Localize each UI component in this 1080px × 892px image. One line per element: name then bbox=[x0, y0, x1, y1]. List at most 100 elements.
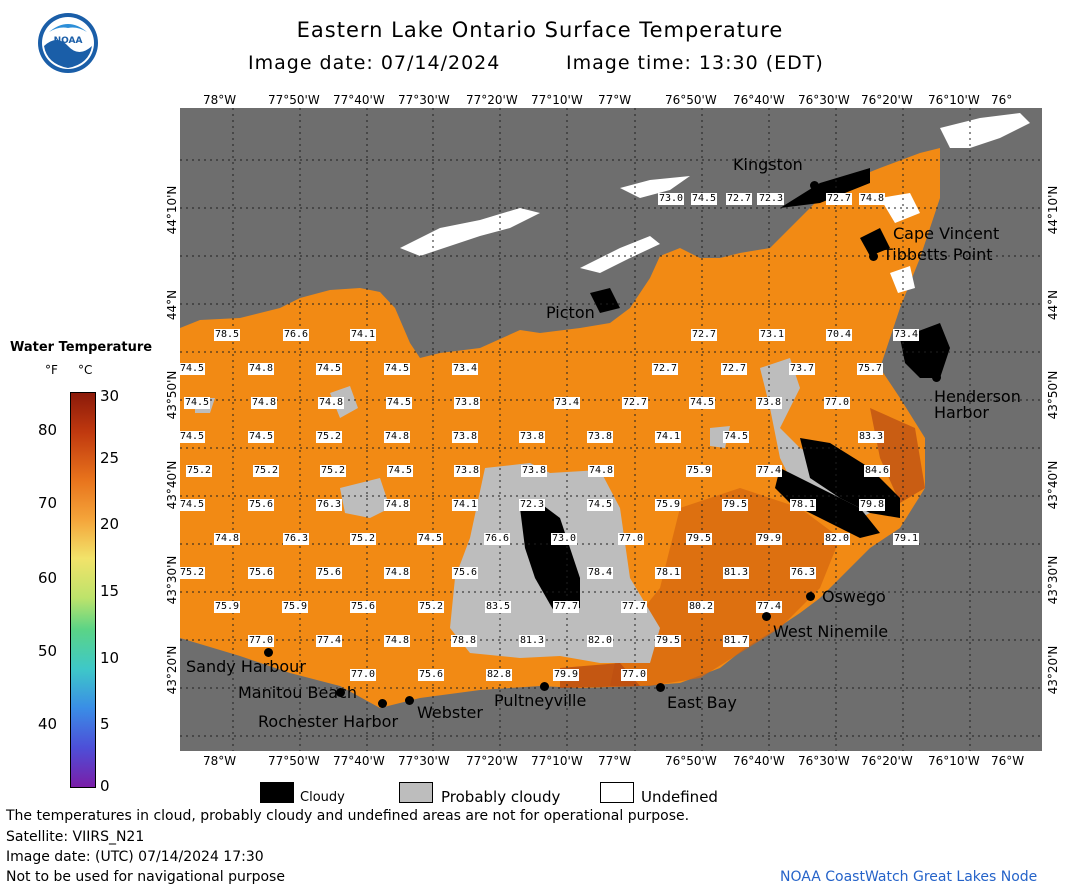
latitude-label-right: 43°50'N bbox=[1046, 370, 1060, 420]
place-manitou-beach: Manitou Beach bbox=[238, 683, 358, 702]
legend-cloudy-swatch bbox=[260, 782, 294, 803]
latitude-label-left: 43°20'N bbox=[165, 645, 179, 695]
tibbetts-point-marker bbox=[869, 252, 878, 261]
longitude-label-bottom: 76°40'W bbox=[733, 754, 785, 768]
longitude-label-bottom: 77°40'W bbox=[333, 754, 385, 768]
longitude-label-top: 76°10'W bbox=[928, 93, 980, 107]
longitude-label-bottom: 76°20'W bbox=[861, 754, 913, 768]
noaa-logo: NOAA bbox=[38, 13, 98, 73]
latitude-label-right: 43°30'N bbox=[1046, 555, 1060, 605]
longitude-label-top: 76°30'W bbox=[798, 93, 850, 107]
celsius-tick: 20 bbox=[100, 515, 120, 533]
latitude-label-right: 44°10'N bbox=[1046, 185, 1060, 235]
graticule bbox=[180, 108, 1042, 751]
place-sandy-harbour: Sandy Harbour bbox=[186, 657, 306, 676]
longitude-label-bottom: 77°50'W bbox=[268, 754, 320, 768]
sandy-harbour-marker bbox=[264, 648, 273, 657]
henderson-harbor-marker bbox=[932, 373, 941, 382]
latitude-label-left: 44°10'N bbox=[165, 185, 179, 235]
place-oswego: Oswego bbox=[822, 587, 886, 606]
navigation-warning: Not to be used for navigational purpose bbox=[6, 869, 285, 885]
latitude-label-right: 44°N bbox=[1046, 289, 1060, 321]
legend-undefined-label: Undefined bbox=[641, 788, 718, 806]
place-tibbetts-point: Tibbetts Point bbox=[883, 245, 993, 264]
map-title: Eastern Lake Ontario Surface Temperature bbox=[296, 18, 784, 42]
place-webster: Webster bbox=[417, 703, 483, 722]
disclaimer-text: The temperatures in cloud, probably clou… bbox=[6, 808, 690, 824]
webster-marker bbox=[405, 696, 414, 705]
fahrenheit-tick: 40 bbox=[38, 715, 58, 733]
longitude-label-top: 76°40'W bbox=[733, 93, 785, 107]
longitude-label-bottom: 76°50'W bbox=[665, 754, 717, 768]
image-date: Image date: 07/14/2024 bbox=[248, 52, 501, 74]
utc-date-text: Image date: (UTC) 07/14/2024 17:30 bbox=[6, 849, 264, 865]
scale-title: Water Temperature bbox=[10, 340, 153, 355]
fahrenheit-tick: 50 bbox=[38, 642, 58, 660]
longitude-label-top: 77°20'W bbox=[466, 93, 518, 107]
longitude-label-top: 76°20'W bbox=[861, 93, 913, 107]
fahrenheit-tick: 60 bbox=[38, 569, 58, 587]
cloudy-area bbox=[520, 503, 580, 613]
latitude-label-left: 43°30'N bbox=[165, 555, 179, 605]
rochester-harbor-marker bbox=[378, 699, 387, 708]
longitude-label-top: 78°W bbox=[203, 93, 237, 107]
celsius-tick: 30 bbox=[100, 387, 120, 405]
lake-temperature-map bbox=[180, 108, 1042, 751]
longitude-label-bottom: 78°W bbox=[203, 754, 237, 768]
place-rochester-harbor: Rochester Harbor bbox=[258, 712, 399, 731]
latitude-label-left: 43°40'N bbox=[165, 460, 179, 510]
celsius-tick: 5 bbox=[100, 715, 110, 733]
celsius-tick: 10 bbox=[100, 649, 120, 667]
longitude-label-bottom: 77°20'W bbox=[466, 754, 518, 768]
place-pultneyville: Pultneyville bbox=[494, 691, 587, 710]
scale-unit-c: °C bbox=[78, 363, 93, 377]
latitude-label-right: 43°20'N bbox=[1046, 645, 1060, 695]
manitou-beach-marker bbox=[336, 688, 345, 697]
longitude-label-bottom: 76°W bbox=[991, 754, 1025, 768]
place-east-bay: East Bay bbox=[667, 693, 737, 712]
scale-unit-f: °F bbox=[45, 363, 58, 377]
longitude-label-bottom: 77°30'W bbox=[398, 754, 450, 768]
longitude-label-bottom: 76°10'W bbox=[928, 754, 980, 768]
legend-probably-cloudy-swatch bbox=[399, 782, 433, 803]
noaa-credit: NOAA CoastWatch Great Lakes Node bbox=[780, 869, 1038, 885]
color-scale-bar bbox=[70, 392, 96, 788]
place-henderson: Henderson bbox=[934, 387, 1021, 406]
satellite-text: Satellite: VIIRS_N21 bbox=[6, 829, 145, 845]
place-west-ninemile: West Ninemile bbox=[773, 622, 889, 641]
longitude-label-bottom: 77°W bbox=[598, 754, 632, 768]
celsius-tick: 15 bbox=[100, 582, 120, 600]
pultneyville-marker bbox=[540, 682, 549, 691]
celsius-tick: 25 bbox=[100, 449, 120, 467]
longitude-label-bottom: 76°30'W bbox=[798, 754, 850, 768]
image-time: Image time: 13:30 (EDT) bbox=[566, 52, 824, 74]
fahrenheit-tick: 80 bbox=[38, 421, 58, 439]
kingston-marker bbox=[810, 181, 819, 190]
place-kingston: Kingston bbox=[733, 155, 803, 174]
legend-cloudy-label: Cloudy bbox=[300, 790, 345, 805]
celsius-tick: 0 bbox=[100, 777, 110, 795]
svg-text:NOAA: NOAA bbox=[54, 36, 83, 46]
longitude-label-top: 77°30'W bbox=[398, 93, 450, 107]
place-picton: Picton bbox=[546, 303, 595, 322]
longitude-label-top: 76°50'W bbox=[665, 93, 717, 107]
longitude-label-top: 76° bbox=[991, 93, 1013, 107]
latitude-label-right: 43°40'N bbox=[1046, 460, 1060, 510]
undefined-area bbox=[400, 208, 540, 256]
east-bay-marker bbox=[656, 683, 665, 692]
place-cape-vincent: Cape Vincent bbox=[893, 224, 1000, 243]
fahrenheit-tick: 70 bbox=[38, 494, 58, 512]
longitude-label-bottom: 77°10'W bbox=[531, 754, 583, 768]
latitude-label-left: 43°50'N bbox=[165, 370, 179, 420]
west-ninemile-marker bbox=[762, 612, 771, 621]
oswego-marker bbox=[806, 592, 815, 601]
place-harbor: Harbor bbox=[934, 403, 989, 422]
latitude-label-left: 44°N bbox=[165, 289, 179, 321]
longitude-label-top: 77°40'W bbox=[333, 93, 385, 107]
cape-vincent-marker bbox=[865, 237, 874, 246]
longitude-label-top: 77°50'W bbox=[268, 93, 320, 107]
longitude-label-top: 77°10'W bbox=[531, 93, 583, 107]
longitude-label-top: 77°W bbox=[598, 93, 632, 107]
legend-undefined-swatch bbox=[600, 782, 634, 803]
legend-probably-cloudy-label: Probably cloudy bbox=[441, 788, 561, 806]
